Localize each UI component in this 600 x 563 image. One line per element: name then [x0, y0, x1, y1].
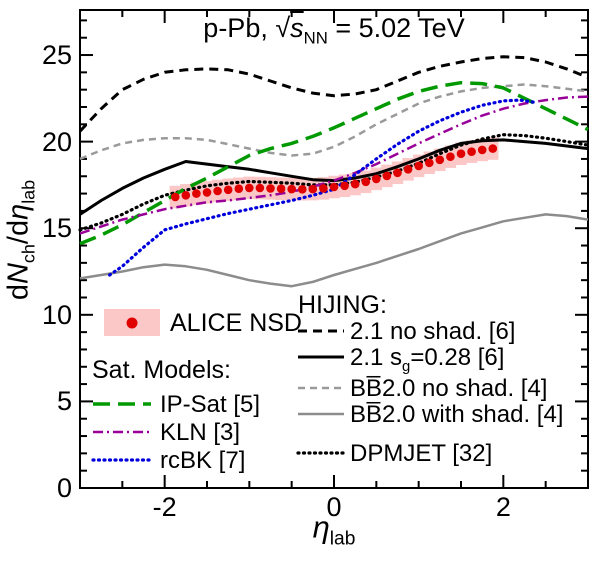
x-tick-label: 0	[326, 492, 342, 522]
alice-data-point	[298, 185, 307, 194]
y-tick-label: 0	[56, 473, 72, 503]
kln-label: KLN [3]	[160, 419, 241, 446]
alice-data-point	[403, 165, 413, 174]
alice-data-point	[171, 192, 180, 202]
bb-withshad-label: BB̅2.0 with shad. [4]	[350, 401, 564, 428]
y-tick-label: 20	[41, 126, 72, 157]
alice-legend-label: ALICE NSD	[170, 309, 302, 337]
alice-data-point	[477, 145, 487, 155]
series-bbns-line	[79, 83, 589, 161]
rcbk-line-sample	[91, 458, 153, 462]
alice-marker-dot	[126, 317, 138, 328]
alice-data-point	[393, 168, 402, 178]
sat-models-header: Sat. Models:	[92, 356, 231, 384]
series-kln-line	[79, 95, 589, 235]
hijing-noshad-line-sample	[298, 329, 344, 333]
alice-data-point	[276, 184, 286, 193]
alice-data-point	[202, 188, 212, 197]
alice-data-point	[488, 144, 498, 153]
alice-band-swatch	[104, 309, 160, 336]
rcbk-label: rcBK [7]	[160, 447, 246, 474]
alice-data-point	[255, 183, 265, 193]
y-tick-label: 5	[56, 386, 72, 417]
hijing-sg-line-sample	[298, 355, 344, 359]
y-tick-label: 10	[41, 299, 72, 330]
series-dpmjet-line	[78, 133, 590, 232]
dpmjet-label: DPMJET [32]	[350, 440, 493, 467]
alice-data-point	[287, 184, 297, 194]
hijing-noshad-label: 2.1 no shad. [6]	[350, 318, 516, 345]
y-tick-label: 15	[41, 213, 72, 244]
alice-data-point	[213, 186, 222, 196]
alice-data-point	[340, 181, 349, 191]
alice-data-point	[223, 185, 233, 195]
y-tick-label: 25	[41, 40, 72, 71]
alice-data-point	[414, 161, 424, 171]
bb-noshad-line-sample	[298, 386, 344, 390]
alice-data-point	[319, 184, 328, 193]
alice-data-point	[308, 184, 318, 194]
alice-data-point	[245, 183, 254, 193]
alice-data-points	[171, 144, 498, 202]
alice-data-point	[181, 191, 191, 200]
alice-data-point	[361, 177, 371, 187]
x-tick-label: 2	[495, 492, 511, 522]
alice-data-point	[372, 174, 381, 184]
alice-data-point	[467, 147, 476, 156]
dpmjet-line-sample	[296, 451, 346, 455]
kln-line-sample	[93, 430, 151, 434]
hijing-sg-label: 2.1 sg=0.28 [6]	[350, 344, 505, 375]
alice-data-point	[446, 152, 455, 161]
ipsat-line-sample	[93, 402, 151, 406]
series-rcbk-line	[107, 98, 539, 277]
chart-title: p-Pb, √sNN = 5.02 TeV	[203, 13, 465, 48]
alice-data-point	[234, 184, 244, 193]
alice-data-point	[350, 179, 360, 189]
hijing-header: HIJING:	[298, 291, 387, 319]
alice-data-point	[382, 171, 392, 181]
alice-data-point	[266, 184, 275, 193]
series-ipsat-line	[79, 80, 589, 246]
bb-withshad-line-sample	[298, 412, 344, 416]
ipsat-label: IP-Sat [5]	[160, 391, 261, 418]
alice-data-point	[192, 189, 201, 198]
alice-data-point	[435, 155, 445, 165]
alice-data-point	[425, 158, 434, 168]
alice-data-point	[456, 149, 466, 158]
axis-ticks	[80, 10, 588, 488]
alice-data-point	[329, 182, 339, 192]
bb-noshad-label: BB̅2.0 no shad. [4]	[350, 375, 548, 402]
x-tick-label: -2	[152, 492, 177, 522]
series-bbws-line	[79, 213, 589, 288]
series-h21ns-line	[78, 55, 589, 133]
x-axis-label: ηlab	[312, 509, 356, 550]
